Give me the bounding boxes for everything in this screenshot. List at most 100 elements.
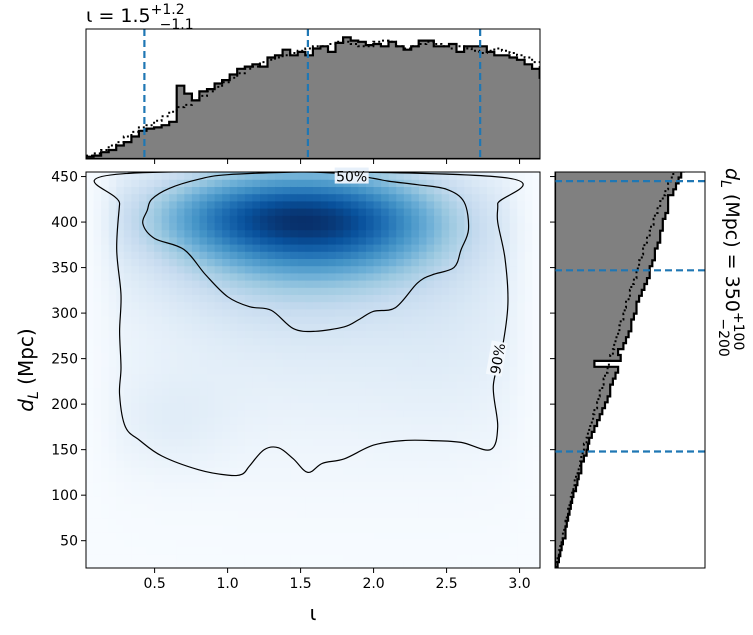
heat-cell — [191, 272, 201, 281]
heat-cell — [365, 560, 375, 568]
heat-cell — [456, 280, 465, 288]
heat-cell — [441, 258, 450, 267]
heat-cell — [328, 244, 337, 252]
heat-cell — [494, 323, 503, 331]
heat-cell — [267, 193, 276, 202]
heat-cell — [426, 236, 435, 245]
heat-cell — [244, 337, 254, 346]
heat-cell — [434, 200, 443, 209]
heat-cell — [305, 402, 314, 411]
heat-cell — [131, 517, 140, 526]
heat-cell — [154, 316, 163, 324]
heat-cell — [297, 186, 307, 195]
heat-cell — [282, 265, 291, 274]
heat-cell — [471, 337, 481, 346]
heat-cell — [464, 416, 473, 425]
heat-cell — [116, 244, 125, 252]
heat-cell — [154, 452, 163, 461]
heat-cell — [418, 452, 428, 461]
heat-cell — [282, 416, 291, 425]
heat-cell — [418, 258, 428, 267]
heat-cell — [502, 172, 511, 180]
heat-cell — [494, 560, 503, 568]
heat-cell — [479, 215, 488, 223]
heat-cell — [260, 438, 269, 447]
heat-cell — [373, 488, 382, 497]
heat-cell — [305, 308, 314, 317]
heat-cell — [313, 524, 322, 533]
heat-cell — [176, 532, 185, 540]
heat-cell — [388, 488, 397, 497]
heat-cell — [154, 301, 163, 310]
heat-cell — [418, 560, 428, 568]
heat-cell — [426, 301, 435, 310]
heat-cell — [426, 229, 435, 238]
heat-cell — [176, 186, 185, 195]
heat-cell — [358, 294, 367, 303]
heat-cell — [464, 402, 473, 411]
heat-cell — [313, 251, 322, 259]
heat-cell — [184, 258, 193, 267]
heat-cell — [237, 510, 246, 519]
heat-cell — [358, 236, 367, 245]
heat-cell — [449, 244, 458, 252]
heat-cell — [396, 222, 405, 231]
heat-cell — [381, 560, 390, 568]
heat-cell — [411, 172, 420, 180]
heat-cell — [479, 330, 488, 339]
heat-cell — [464, 388, 473, 396]
heat-cell — [214, 229, 223, 238]
heat-cell — [471, 215, 481, 223]
heat-cell — [441, 409, 450, 418]
heat-cell — [275, 496, 284, 504]
heat-cell — [131, 373, 140, 382]
heat-cell — [86, 452, 95, 461]
heat-cell — [207, 294, 216, 303]
heat-cell — [343, 553, 352, 562]
heat-cell — [169, 179, 178, 187]
heat-cell — [275, 272, 284, 281]
heat-cell — [222, 222, 231, 231]
heat-cell — [471, 532, 481, 540]
heat-cell — [426, 215, 435, 223]
heat-cell — [350, 294, 359, 303]
heat-cell — [532, 373, 540, 382]
heat-cell — [86, 532, 95, 540]
heat-cell — [456, 265, 465, 274]
heat-cell — [343, 474, 352, 483]
heat-cell — [184, 395, 193, 403]
heat-cell — [403, 236, 412, 245]
heat-cell — [191, 488, 201, 497]
heat-cell — [199, 272, 208, 281]
y-axis-label-sub: L — [26, 391, 42, 399]
heat-cell — [509, 294, 518, 303]
heat-cell — [320, 460, 329, 468]
heat-cell — [290, 503, 299, 511]
heat-cell — [449, 208, 458, 216]
density-heatmap — [86, 172, 540, 568]
heat-cell — [108, 424, 117, 432]
heat-cell — [252, 337, 261, 346]
heat-cell — [237, 323, 246, 331]
heat-cell — [184, 179, 193, 187]
heat-cell — [131, 488, 140, 497]
heat-cell — [358, 416, 367, 425]
heat-cell — [449, 503, 458, 511]
heat-cell — [365, 424, 375, 432]
heat-cell — [479, 366, 488, 375]
heat-cell — [176, 258, 185, 267]
heat-cell — [267, 229, 276, 238]
heat-cell — [207, 416, 216, 425]
heat-cell — [494, 445, 503, 454]
heat-cell — [517, 236, 526, 245]
heat-cell — [388, 265, 397, 274]
heat-cell — [252, 244, 261, 252]
heat-cell — [449, 402, 458, 411]
heat-cell — [434, 416, 443, 425]
heat-cell — [464, 287, 473, 295]
heat-cell — [305, 467, 314, 475]
heat-cell — [381, 222, 390, 231]
heat-cell — [373, 308, 382, 317]
heat-cell — [532, 301, 540, 310]
heat-cell — [93, 438, 102, 447]
